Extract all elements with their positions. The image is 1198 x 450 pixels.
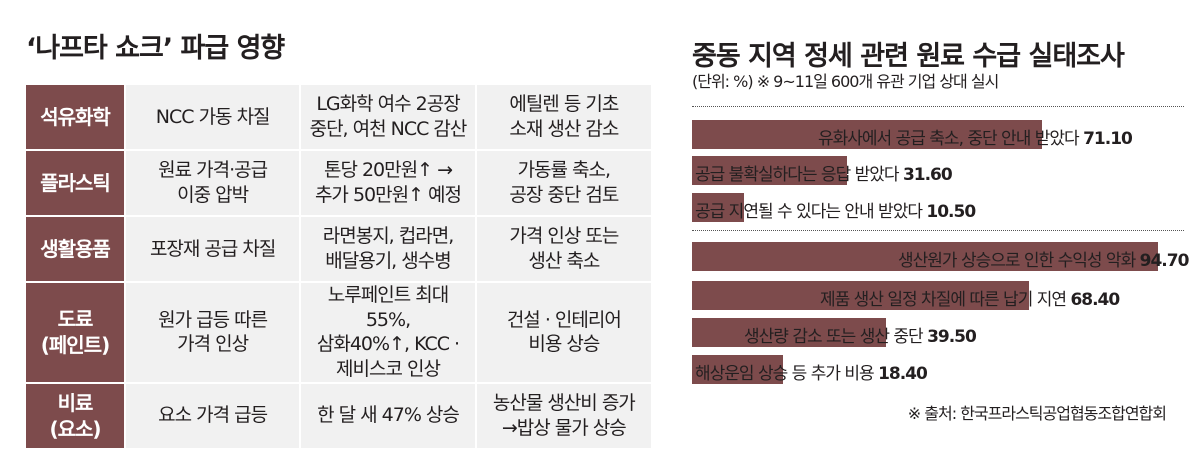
- detail-cell: 한 달 새 47% 상승: [299, 382, 476, 450]
- value-label: 68.40: [1070, 290, 1120, 310]
- chart-subtitle: (단위: %) ※ 9~11일 600개 유관 기업 상대 실시: [692, 72, 999, 91]
- group-divider: [692, 230, 1184, 231]
- group-divider: [692, 106, 1184, 107]
- bar-label: 생산량 감소 또는 생산 중단 39.50: [744, 322, 977, 347]
- chart-source: ※ 출처: 한국프라스틱공업협동조합연합회: [907, 404, 1167, 423]
- effect-cell: 건설 · 인테리어 비용 상승: [474, 282, 651, 384]
- table-row: 도료 (페인트) 원가 급등 따른 가격 인상 노루페인트 최대 55%, 삼화40…: [26, 282, 651, 384]
- effect-cell: 가격 인상 또는 생산 축소: [474, 216, 651, 283]
- category-label: 생산원가 상승으로 인한 수익성 악화: [898, 251, 1136, 271]
- bar: [692, 281, 1029, 310]
- table-row: 생활용품 포장재 공급 차질 라면봉지, 컵라면, 배달용기, 생수병 가격 인상 또…: [26, 216, 651, 283]
- bar-label: 유화사에서 공급 축소, 중단 안내 받았다 71.10: [818, 124, 1133, 149]
- category-label: 제품 생산 일정 차질에 따른 납기 지연: [820, 290, 1067, 310]
- value-label: 31.60: [902, 165, 953, 185]
- table-row: 비료 (요소) 요소 가격 급등 한 달 새 47% 상승 농산물 생산비 증가 →밥…: [26, 382, 651, 450]
- bar: [692, 355, 783, 384]
- value-label: 94.70: [1139, 251, 1190, 271]
- bar-label: 생산원가 상승으로 인한 수익성 악화 94.70: [898, 246, 1190, 271]
- table-row: 석유화학 NCC 가동 차질 LG화학 여수 2공장 중단, 여천 NCC 감산 에틸…: [26, 85, 651, 151]
- bar: [692, 120, 1042, 149]
- bar: [692, 156, 847, 185]
- category-label: 공급 불확실하다는 응답 받았다: [695, 165, 900, 185]
- table-row: 플라스틱 원료 가격·공급 이중 압박 톤당 20만원↑ → 추가 50만원↑ 예정…: [26, 150, 651, 217]
- detail-cell: 라면봉지, 컵라면, 배달용기, 생수병: [299, 216, 476, 283]
- cause-cell: 포장재 공급 차질: [123, 216, 301, 283]
- effect-cell: 가동률 축소, 공장 중단 검토: [474, 150, 651, 217]
- bar-label: 해상운임 상승 등 추가 비용 18.40: [695, 359, 928, 384]
- effect-cell: 농산물 생산비 증가 →밥상 물가 상승: [474, 382, 651, 450]
- impact-table: 석유화학 NCC 가동 차질 LG화학 여수 2공장 중단, 여천 NCC 감산 에틸…: [26, 85, 651, 450]
- category-label: 공급 지연될 수 있다는 안내 받았다: [695, 202, 923, 222]
- category-cell: 비료 (요소): [26, 382, 125, 450]
- cause-cell: 원료 가격·공급 이중 압박: [123, 150, 301, 217]
- bar: [692, 242, 1158, 271]
- category-label: 유화사에서 공급 축소, 중단 안내 받았다: [818, 129, 1080, 149]
- detail-cell: 노루페인트 최대 55%, 삼화40%↑, KCC · 제비스코 인상: [299, 282, 476, 384]
- category-label: 해상운임 상승 등 추가 비용: [695, 364, 875, 384]
- bar-label: 공급 지연될 수 있다는 안내 받았다 10.50: [695, 197, 976, 222]
- category-cell: 도료 (페인트): [26, 282, 125, 384]
- cause-cell: 원가 급등 따른 가격 인상: [123, 282, 301, 384]
- survey-chart: 중동 지역 정세 관련 원료 수급 실태조사 (단위: %) ※ 9~11일 6…: [683, 0, 1198, 438]
- category-cell: 생활용품: [26, 216, 125, 283]
- detail-cell: LG화학 여수 2공장 중단, 여천 NCC 감산: [299, 85, 476, 151]
- bar: [692, 318, 886, 347]
- category-label: 생산량 감소 또는 생산 중단: [744, 327, 924, 347]
- cause-cell: 요소 가격 급등: [123, 382, 301, 450]
- value-label: 10.50: [926, 202, 976, 222]
- bar-label: 공급 불확실하다는 응답 받았다 31.60: [695, 160, 953, 185]
- value-label: 18.40: [878, 364, 928, 384]
- detail-cell: 톤당 20만원↑ → 추가 50만원↑ 예정: [299, 150, 476, 217]
- bar-label: 제품 생산 일정 차질에 따른 납기 지연 68.40: [820, 285, 1120, 310]
- impact-panel: ‘나프타 쇼크’ 파급 영향 석유화학 NCC 가동 차질 LG화학 여수 2공장 …: [26, 33, 651, 450]
- impact-title: ‘나프타 쇼크’ 파급 영향: [26, 33, 285, 64]
- value-label: 39.50: [927, 327, 977, 347]
- cause-cell: NCC 가동 차질: [123, 85, 301, 151]
- category-cell: 플라스틱: [26, 150, 125, 217]
- chart-title: 중동 지역 정세 관련 원료 수급 실태조사: [692, 41, 1125, 72]
- bar: [692, 193, 744, 222]
- category-cell: 석유화학: [26, 85, 125, 151]
- effect-cell: 에틸렌 등 기초 소재 생산 감소: [474, 85, 651, 151]
- value-label: 71.10: [1083, 129, 1133, 149]
